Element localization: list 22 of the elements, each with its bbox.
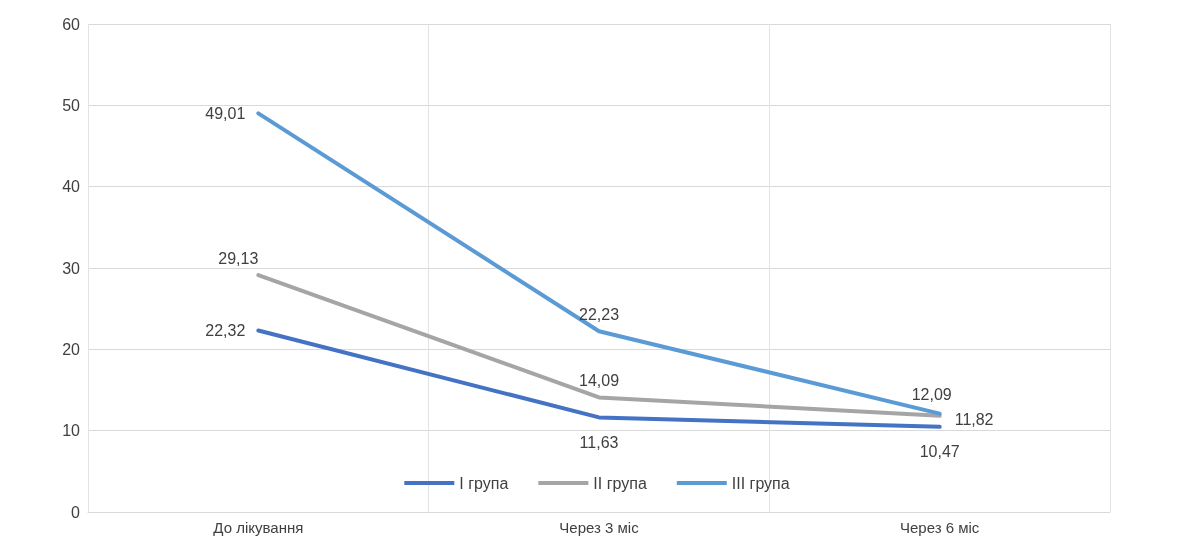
y-tick-label: 40 xyxy=(62,178,81,196)
data-label: 11,63 xyxy=(579,433,619,451)
y-tick-label: 60 xyxy=(62,15,81,33)
data-label: 22,32 xyxy=(205,321,246,339)
data-label: 12,09 xyxy=(911,386,952,404)
x-tick-label: До лікування xyxy=(213,519,304,536)
y-tick-label: 0 xyxy=(71,503,81,521)
y-tick-label: 20 xyxy=(62,340,81,358)
legend-label: I група xyxy=(459,474,509,492)
data-label: 11,82 xyxy=(954,411,994,429)
legend-label: II група xyxy=(593,474,647,492)
data-label: 49,01 xyxy=(205,104,246,122)
y-tick-label: 50 xyxy=(62,96,81,114)
x-tick-label: Через 3 міс xyxy=(559,519,640,536)
y-tick-label: 10 xyxy=(62,422,81,440)
data-label: 10,47 xyxy=(919,443,960,461)
data-label: 29,13 xyxy=(218,249,259,267)
data-label: 22,23 xyxy=(578,305,620,323)
data-label: 14,09 xyxy=(578,371,620,389)
x-tick-label: Через 6 міс xyxy=(899,519,980,536)
y-tick-label: 30 xyxy=(62,259,81,277)
legend-label: III група xyxy=(731,474,790,492)
